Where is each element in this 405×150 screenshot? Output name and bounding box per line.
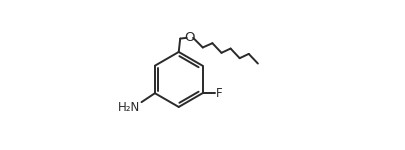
Text: O: O <box>185 31 195 44</box>
Text: F: F <box>216 87 223 100</box>
Text: H₂N: H₂N <box>118 101 140 114</box>
